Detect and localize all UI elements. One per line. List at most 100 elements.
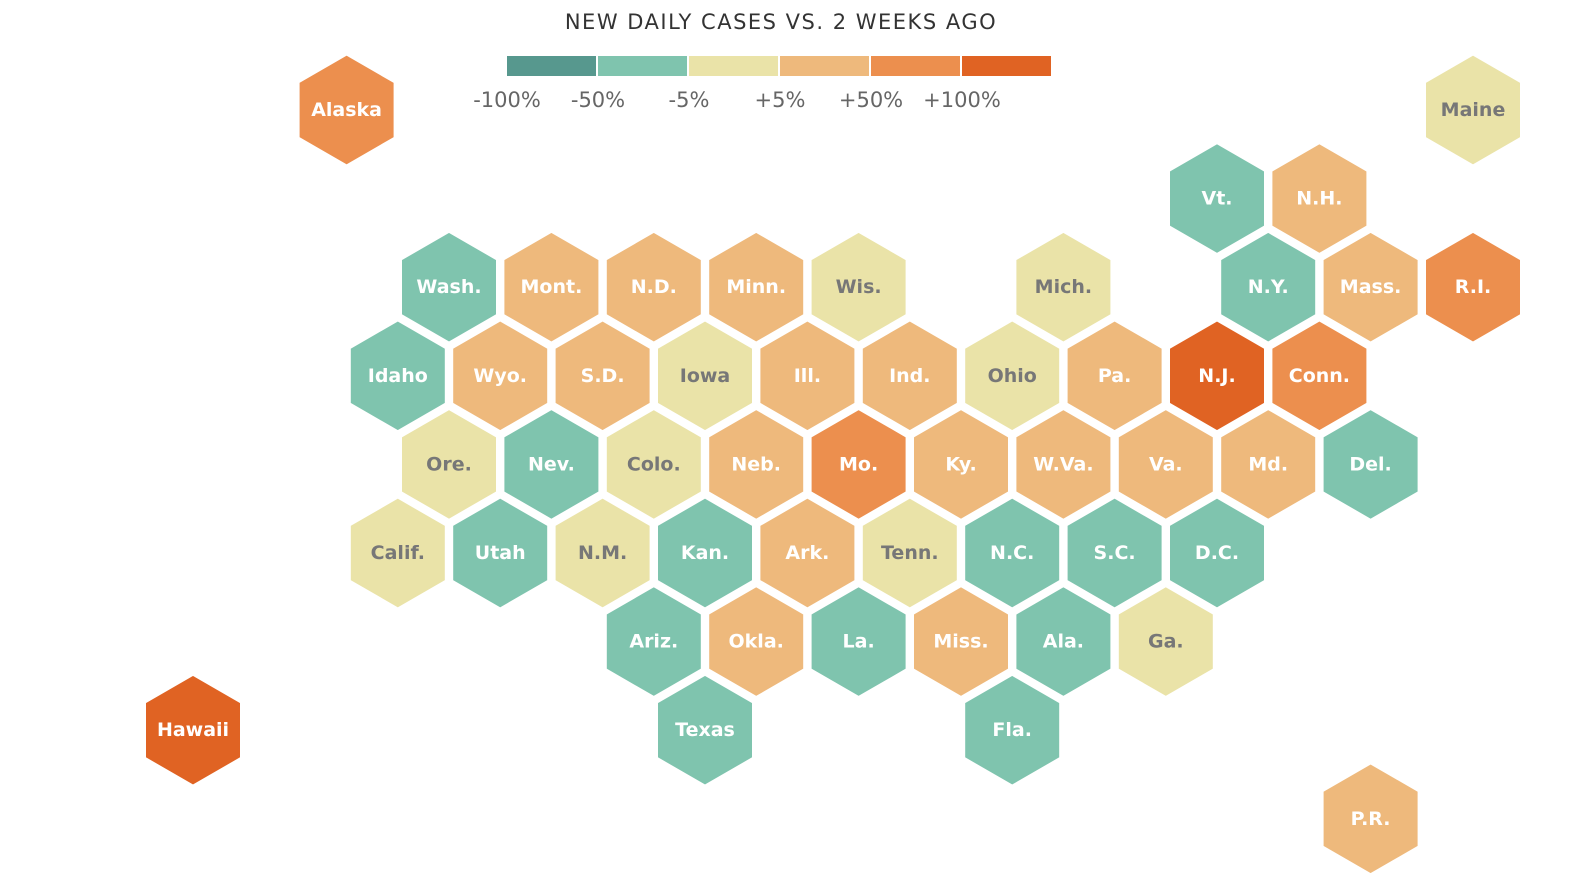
state-label: Vt. xyxy=(1201,188,1232,210)
state-hex: Mont. xyxy=(501,229,602,345)
state-label: Calif. xyxy=(371,542,425,564)
state-hex-shape xyxy=(706,406,807,523)
state-hex-shape xyxy=(1064,318,1165,434)
state-label: P.R. xyxy=(1351,808,1391,830)
state-hex-shape xyxy=(911,406,1011,523)
state-hex: Mich. xyxy=(1013,229,1114,345)
state-hex: Colo. xyxy=(603,406,704,523)
state-hex: Calif. xyxy=(347,495,448,611)
state-label: Ga. xyxy=(1148,631,1184,653)
state-hex-shape xyxy=(655,318,755,434)
state-hex-shape xyxy=(399,406,499,523)
state-hex: Neb. xyxy=(706,406,807,523)
state-hex: N.H. xyxy=(1269,140,1370,257)
state-label: Mass. xyxy=(1340,276,1402,298)
state-label: Ark. xyxy=(785,542,829,564)
state-hex-shape xyxy=(552,495,653,611)
state-hex: Nev. xyxy=(501,406,602,523)
legend-swatch xyxy=(780,56,869,76)
legend-label: +100% xyxy=(923,88,1001,112)
state-hex: Ind. xyxy=(859,318,960,434)
state-label: Miss. xyxy=(933,631,988,653)
state-label: N.C. xyxy=(990,542,1034,564)
state-hex-shape xyxy=(655,495,755,611)
state-hex-shape xyxy=(552,318,653,434)
state-hex: Del. xyxy=(1320,406,1421,523)
state-label: N.M. xyxy=(578,542,627,564)
state-hex: N.D. xyxy=(603,229,704,345)
state-hex: Kan. xyxy=(655,495,755,611)
state-label: La. xyxy=(843,631,875,653)
state-label: Va. xyxy=(1149,453,1183,475)
state-label: Maine xyxy=(1441,99,1506,121)
state-label: Colo. xyxy=(627,453,681,475)
state-hex-shape xyxy=(911,583,1011,700)
state-hex-shape xyxy=(347,495,448,611)
state-hex: S.D. xyxy=(552,318,653,434)
state-label: Okla. xyxy=(729,631,784,653)
state-label: Nev. xyxy=(528,453,575,475)
state-hex-shape xyxy=(1167,495,1267,611)
legend-label: -100% xyxy=(473,88,541,112)
state-hex-shape xyxy=(501,406,602,523)
state-hex-shape xyxy=(1167,318,1267,434)
state-hex: Ky. xyxy=(911,406,1011,523)
state-label: Minn. xyxy=(726,276,786,298)
state-label: Del. xyxy=(1349,453,1391,475)
state-hex: Minn. xyxy=(706,229,807,345)
state-hex-shape xyxy=(1064,495,1165,611)
state-label: Neb. xyxy=(731,453,781,475)
legend-swatch xyxy=(962,56,1051,76)
state-label: Pa. xyxy=(1098,365,1131,387)
state-hex: N.J. xyxy=(1167,318,1267,434)
state-hex-shape xyxy=(962,318,1063,434)
legend-label: -50% xyxy=(570,88,626,112)
state-hex: Idaho xyxy=(347,318,448,434)
state-hex: P.R. xyxy=(1320,761,1421,877)
state-hex: Ariz. xyxy=(603,583,704,700)
state-hex: Ark. xyxy=(757,495,858,611)
state-hex-shape xyxy=(1423,52,1523,168)
state-label: S.D. xyxy=(581,365,625,387)
state-hex: Wis. xyxy=(808,229,909,345)
state-hex: Ill. xyxy=(757,318,858,434)
state-hex-shape xyxy=(1167,140,1267,257)
state-hex-shape xyxy=(603,229,704,345)
map-title: NEW DAILY CASES VS. 2 WEEKS AGO xyxy=(564,10,998,34)
state-label: Ore. xyxy=(426,453,472,475)
state-hex: D.C. xyxy=(1167,495,1267,611)
state-label: N.J. xyxy=(1198,365,1235,387)
state-hex-shape xyxy=(296,52,397,168)
legend-swatch xyxy=(689,56,778,76)
state-hex-shape xyxy=(143,672,243,788)
state-label: D.C. xyxy=(1195,542,1239,564)
state-hex-shape xyxy=(1320,229,1421,345)
state-hex-shape xyxy=(603,406,704,523)
state-hex-shape xyxy=(706,229,807,345)
state-hex: Pa. xyxy=(1064,318,1165,434)
state-hex: Fla. xyxy=(962,672,1063,788)
state-hex-shape xyxy=(859,495,960,611)
state-hex: Miss. xyxy=(911,583,1011,700)
state-hex: Vt. xyxy=(1167,140,1267,257)
state-hex: Okla. xyxy=(706,583,807,700)
state-hex-shape xyxy=(706,583,807,700)
legend-swatch xyxy=(507,56,596,76)
state-hex: N.Y. xyxy=(1218,229,1319,345)
state-hex-shape xyxy=(1218,406,1319,523)
state-hex-shape xyxy=(962,495,1063,611)
state-label: Wyo. xyxy=(473,365,527,387)
state-hex: Ga. xyxy=(1115,583,1216,700)
state-label: Utah xyxy=(475,542,526,564)
state-hex-shape xyxy=(1115,583,1216,700)
state-hex: Md. xyxy=(1218,406,1319,523)
state-label: Ill. xyxy=(794,365,821,387)
state-hex: Wash. xyxy=(399,229,499,345)
state-hex-shape xyxy=(1320,761,1421,877)
state-label: Hawaii xyxy=(157,719,229,741)
state-hex-shape xyxy=(1218,229,1319,345)
state-hex-shape xyxy=(1423,229,1523,345)
state-hex-shape xyxy=(962,672,1063,788)
state-hex: R.I. xyxy=(1423,229,1523,345)
